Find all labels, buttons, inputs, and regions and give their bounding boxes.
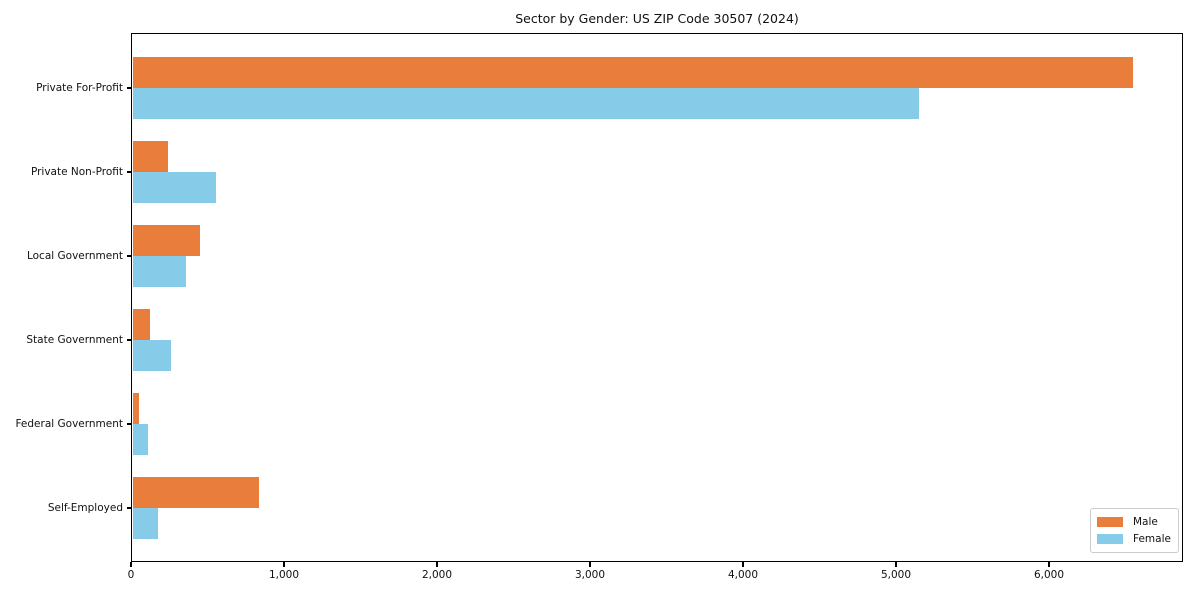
- legend-swatch-male: [1097, 517, 1123, 527]
- x-axis-tick: [1048, 562, 1050, 567]
- bar-male-private-for-profit: [132, 57, 1134, 88]
- x-axis-tick: [436, 562, 438, 567]
- y-axis-tick: [126, 255, 131, 257]
- bar-female-self-employed: [132, 508, 158, 539]
- bar-female-state-government: [132, 340, 171, 371]
- y-axis-label-private-for-profit: Private For-Profit: [36, 82, 123, 94]
- bar-male-state-government: [132, 309, 151, 340]
- legend: Male Female: [1090, 508, 1179, 553]
- y-axis-tick: [126, 423, 131, 425]
- chart-title: Sector by Gender: US ZIP Code 30507 (202…: [515, 11, 799, 26]
- bar-male-private-non-profit: [132, 141, 168, 172]
- legend-label-male: Male: [1133, 516, 1158, 528]
- x-axis-tick-label-3000: 3,000: [574, 569, 606, 581]
- x-axis-tick: [130, 562, 132, 567]
- x-axis-tick-label-5000: 5,000: [880, 569, 912, 581]
- legend-item-male: Male: [1097, 516, 1178, 529]
- bar-male-self-employed: [132, 477, 259, 508]
- x-axis-tick: [589, 562, 591, 567]
- x-axis-tick: [283, 562, 285, 567]
- y-axis-label-private-non-profit: Private Non-Profit: [30, 166, 123, 178]
- x-axis-tick: [895, 562, 897, 567]
- x-axis-tick-label-1000: 1,000: [268, 569, 300, 581]
- y-axis-label-local-government: Local Government: [26, 250, 123, 262]
- bar-female-private-non-profit: [132, 172, 216, 203]
- y-axis-label-self-employed: Self-Employed: [47, 502, 123, 514]
- x-axis-tick: [742, 562, 744, 567]
- bar-female-federal-government: [132, 424, 148, 455]
- y-axis-tick: [126, 339, 131, 341]
- x-axis-tick-label-6000: 6,000: [1033, 569, 1065, 581]
- bar-female-local-government: [132, 256, 187, 287]
- bar-male-local-government: [132, 225, 200, 256]
- legend-item-female: Female: [1097, 533, 1178, 546]
- y-axis-tick: [126, 507, 131, 509]
- y-axis-label-state-government: State Government: [26, 334, 123, 346]
- x-axis-tick-label-0: 0: [127, 569, 135, 581]
- legend-swatch-female: [1097, 534, 1123, 544]
- x-axis-tick-label-2000: 2,000: [421, 569, 453, 581]
- x-axis-tick-label-4000: 4,000: [727, 569, 759, 581]
- legend-label-female: Female: [1133, 533, 1171, 545]
- bar-female-private-for-profit: [132, 88, 919, 119]
- plot-area: [131, 33, 1183, 562]
- y-axis-tick: [126, 87, 131, 89]
- bar-male-federal-government: [132, 393, 139, 424]
- y-axis-label-federal-government: Federal Government: [15, 418, 123, 430]
- y-axis-tick: [126, 171, 131, 173]
